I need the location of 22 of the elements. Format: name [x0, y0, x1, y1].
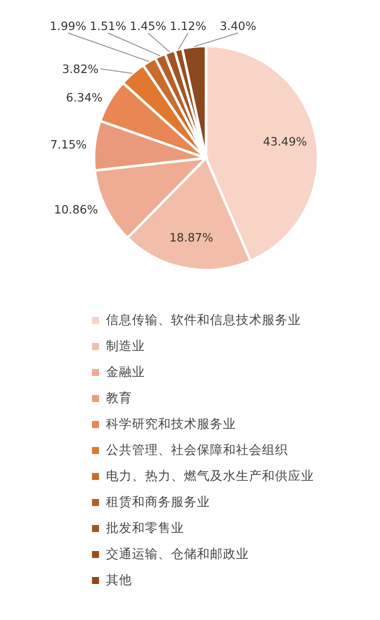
data-label: 10.86% [54, 202, 98, 217]
data-label: 1.99% [50, 19, 86, 33]
legend-label: 科学研究和技术服务业 [106, 416, 236, 431]
data-label: 1.45% [130, 19, 166, 33]
legend-label: 公共管理、社会保障和社会组织 [106, 442, 288, 457]
legend-label: 租赁和商务服务业 [106, 494, 210, 509]
data-label: 6.34% [66, 90, 103, 105]
data-label: 43.49% [263, 134, 307, 149]
data-label: 7.15% [50, 138, 87, 152]
data-label: 1.12% [170, 19, 206, 33]
legend-label: 交通运输、仓储和邮政业 [106, 546, 249, 561]
legend-label: 批发和零售业 [106, 520, 184, 535]
legend-label: 其他 [106, 572, 132, 587]
legend-label: 制造业 [106, 338, 145, 353]
data-label: 3.40% [220, 19, 256, 33]
data-label: 3.82% [62, 62, 99, 76]
legend-label: 教育 [106, 390, 132, 405]
data-label: 18.87% [169, 230, 214, 244]
data-label: 1.51% [90, 19, 126, 33]
legend-label: 金融业 [106, 364, 145, 379]
legend-label: 电力、热力、燃气及水生产和供应业 [106, 468, 314, 483]
legend-label: 信息传输、软件和信息技术服务业 [106, 312, 301, 327]
